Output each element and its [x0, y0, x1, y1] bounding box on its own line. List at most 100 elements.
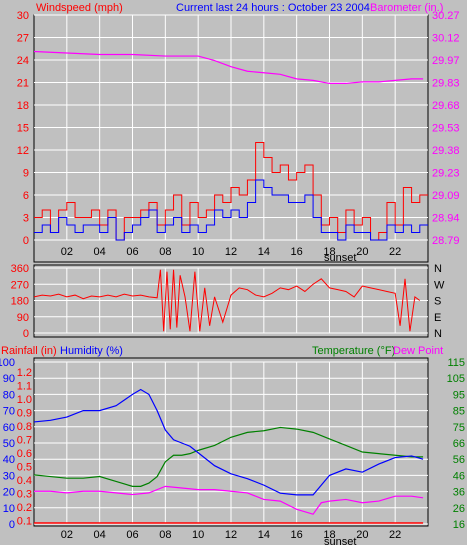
humidity-y-tick: 90	[3, 373, 15, 385]
humidity-y-tick: 40	[3, 454, 15, 466]
temperature-y-ticks: 16 26 36 46 56 66 75 85 95 105 115	[447, 357, 465, 531]
barometer-y-ticks: 28.79 28.94 29.09 29.23 29.38 29.53 29.68 29.83…	[432, 10, 460, 247]
humidity-x-tick: 08	[159, 529, 171, 541]
wind-x-tick: 08	[159, 246, 171, 258]
direction-series	[33, 269, 421, 332]
wind-y-tick: 21	[17, 78, 29, 90]
wind-y-tick: 30	[17, 10, 29, 22]
temperature-y-tick: 66	[453, 438, 465, 450]
wind-y-tick: 3	[23, 213, 29, 225]
humidity-y-ticks: 0 10 20 30 40 50 60 70 80 90 100	[0, 357, 15, 531]
wind-x-tick: 02	[61, 246, 73, 258]
humidity-title: Humidity (%)	[60, 345, 123, 357]
wind-y-tick: 24	[17, 55, 29, 67]
humidity-x-tick: 10	[192, 529, 204, 541]
wind-y-tick: 0	[23, 235, 29, 247]
wind-y-tick: 6	[23, 190, 29, 202]
rainfall-y-tick: 1.2	[17, 367, 32, 379]
sunset-label-bottom: sunset	[324, 536, 356, 545]
wind-series	[33, 50, 428, 241]
wind-x-tick: 18	[323, 246, 335, 258]
wind-y-ticks: 0 3 6 9 12 15 18 21 24 27 30	[17, 10, 29, 247]
humidity-y-tick: 20	[3, 487, 15, 499]
humidity-x-tick: 18	[323, 529, 335, 541]
barometer-y-tick: 29.68	[432, 100, 460, 112]
rainfall-y-tick: 1.0	[17, 394, 32, 406]
rainfall-y-tick: 0.6	[17, 448, 32, 460]
humidity-y-tick: 100	[0, 357, 15, 369]
barometer-y-tick: 29.53	[432, 123, 460, 135]
compass-tick: N	[434, 328, 442, 340]
direction-y-ticks: 0 90 180 270 360	[11, 263, 29, 340]
humidity-line	[33, 388, 424, 496]
humidity-x-tick: 16	[291, 529, 303, 541]
rainfall-y-tick: 1.1	[17, 381, 32, 393]
humidity-y-tick: 70	[3, 406, 15, 418]
humidity-x-tick: 22	[389, 529, 401, 541]
humidity-x-tick: 06	[126, 529, 138, 541]
sunset-label: sunset	[324, 252, 356, 264]
wind-x-tick: 16	[291, 246, 303, 258]
humidity-y-tick: 30	[3, 470, 15, 482]
rainfall-title: Rainfall (in)	[1, 345, 57, 357]
temperature-y-tick: 16	[453, 519, 465, 531]
temperature-title: Temperature (°F)	[312, 345, 395, 357]
barometer-line	[33, 50, 424, 85]
direction-line	[33, 269, 421, 332]
compass-tick: S	[434, 296, 441, 308]
windspeed-line	[34, 142, 428, 241]
humidity-x-ticks: 02 04 06 08 10 12 14 16 18 20 22	[61, 529, 402, 541]
humidity-x-tick: 04	[94, 529, 106, 541]
barometer-y-tick: 30.27	[432, 10, 460, 22]
temperature-y-tick: 85	[453, 406, 465, 418]
rainfall-y-tick: 0.4	[17, 475, 32, 487]
wind-x-tick: 04	[94, 246, 106, 258]
wind-y-tick: 18	[17, 100, 29, 112]
temperature-line	[33, 426, 424, 487]
humidity-y-tick: 60	[3, 422, 15, 434]
humidity-y-tick: 10	[3, 503, 15, 515]
barometer-title: Barometer (in.)	[370, 2, 443, 14]
humidity-x-tick: 02	[61, 529, 73, 541]
date-title: Current last 24 hours : October 23 2004	[176, 2, 370, 14]
rainfall-y-tick: 0.2	[17, 502, 32, 514]
humidity-series	[33, 388, 424, 524]
wind-y-tick: 15	[17, 123, 29, 135]
rainfall-y-tick: 0.8	[17, 421, 32, 433]
humidity-y-tick: 0	[9, 519, 15, 531]
wind-x-tick: 22	[389, 246, 401, 258]
direction-y-tick: 270	[11, 279, 29, 291]
temperature-y-tick: 115	[447, 357, 465, 369]
wind-x-tick: 12	[225, 246, 237, 258]
direction-y-tick: 360	[11, 263, 29, 275]
barometer-y-tick: 29.97	[432, 55, 460, 67]
barometer-y-tick: 29.83	[432, 78, 460, 90]
rainfall-y-tick: 0.5	[17, 462, 32, 474]
humidity-grid	[34, 361, 428, 525]
humidity-y-tick: 80	[3, 389, 15, 401]
wind-y-tick: 12	[17, 145, 29, 157]
wind-x-ticks: 02 04 06 08 10 12 14 16 18 20 22	[61, 246, 402, 258]
rainfall-y-tick: 0.9	[17, 408, 32, 420]
barometer-y-tick: 29.38	[432, 145, 460, 157]
direction-y-tick: 90	[17, 312, 29, 324]
humidity-x-tick: 20	[356, 529, 368, 541]
wind-x-tick: 10	[192, 246, 204, 258]
direction-y-tick: 180	[11, 296, 29, 308]
temperature-y-tick: 95	[453, 389, 465, 401]
gust-line	[34, 179, 428, 241]
temperature-y-tick: 105	[447, 373, 465, 385]
barometer-y-tick: 29.23	[432, 168, 460, 180]
rainfall-y-tick: 0.1	[17, 516, 32, 528]
wind-y-tick: 9	[23, 168, 29, 180]
temperature-y-tick: 26	[453, 503, 465, 515]
humidity-x-tick: 12	[225, 529, 237, 541]
dewpoint-title: Dew Point	[393, 345, 443, 357]
direction-grid	[34, 267, 428, 334]
wind-x-tick: 14	[258, 246, 270, 258]
rainfall-y-tick: 0.3	[17, 489, 32, 501]
